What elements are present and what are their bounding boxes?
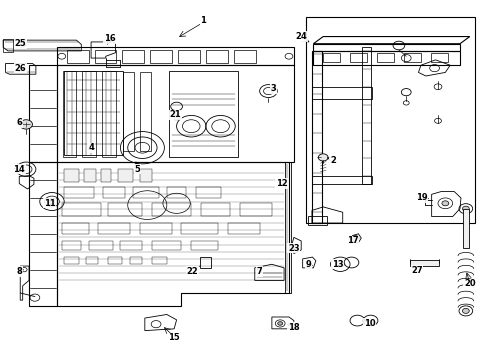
Bar xyxy=(108,257,122,264)
Bar xyxy=(89,241,113,250)
Text: 16: 16 xyxy=(104,34,116,43)
Bar xyxy=(206,50,228,63)
Bar xyxy=(410,260,440,266)
Bar xyxy=(98,223,130,234)
Bar xyxy=(64,257,79,264)
Bar xyxy=(86,257,98,264)
Text: 11: 11 xyxy=(44,199,55,208)
Text: 22: 22 xyxy=(187,267,198,276)
Text: 21: 21 xyxy=(169,110,181,119)
Bar xyxy=(169,71,238,157)
Text: 9: 9 xyxy=(306,260,311,269)
Bar xyxy=(140,72,151,151)
Bar xyxy=(63,71,76,157)
Bar xyxy=(133,187,159,198)
Text: 17: 17 xyxy=(347,237,358,246)
Text: 1: 1 xyxy=(200,16,206,25)
Bar xyxy=(167,187,186,198)
Circle shape xyxy=(278,321,283,325)
Bar xyxy=(108,203,143,216)
Bar xyxy=(285,162,291,293)
Bar xyxy=(121,241,143,250)
Bar xyxy=(201,203,230,216)
Circle shape xyxy=(20,120,32,129)
Bar xyxy=(404,53,421,62)
Bar xyxy=(62,203,101,216)
Circle shape xyxy=(442,201,449,206)
Bar xyxy=(101,169,111,182)
Text: 25: 25 xyxy=(14,39,26,48)
Bar xyxy=(122,50,145,63)
Text: 12: 12 xyxy=(276,179,288,188)
Bar xyxy=(103,187,125,198)
Bar xyxy=(3,40,13,51)
Bar xyxy=(123,72,134,151)
Bar xyxy=(350,53,367,62)
Text: 2: 2 xyxy=(330,156,336,165)
Circle shape xyxy=(463,309,469,314)
Text: 5: 5 xyxy=(135,165,141,174)
Text: 15: 15 xyxy=(168,333,180,342)
Bar xyxy=(308,216,327,225)
Text: 4: 4 xyxy=(88,143,94,152)
Bar xyxy=(200,257,211,268)
Bar xyxy=(431,53,448,62)
Text: 7: 7 xyxy=(257,267,263,276)
Bar xyxy=(152,257,167,264)
Bar xyxy=(196,187,220,198)
Bar xyxy=(377,53,394,62)
Bar xyxy=(181,223,218,234)
Bar xyxy=(240,203,272,216)
Bar xyxy=(140,223,172,234)
Bar xyxy=(62,223,89,234)
Text: 27: 27 xyxy=(411,266,423,275)
Bar xyxy=(64,71,123,155)
Bar xyxy=(130,257,143,264)
Circle shape xyxy=(336,261,344,267)
Bar xyxy=(152,241,181,250)
Bar xyxy=(64,169,79,182)
Text: 18: 18 xyxy=(288,323,300,332)
Bar xyxy=(67,50,89,63)
Text: 6: 6 xyxy=(16,118,22,127)
Bar xyxy=(234,50,256,63)
Bar xyxy=(118,169,133,182)
Circle shape xyxy=(49,199,55,204)
Bar xyxy=(84,169,96,182)
Bar xyxy=(82,71,96,157)
Text: 13: 13 xyxy=(332,260,343,269)
Bar xyxy=(323,53,340,62)
Bar xyxy=(95,50,117,63)
Bar xyxy=(102,71,116,157)
Bar xyxy=(64,187,94,198)
Text: 23: 23 xyxy=(288,244,300,253)
Bar xyxy=(228,223,260,234)
Text: 20: 20 xyxy=(464,279,476,288)
Text: 3: 3 xyxy=(270,84,276,93)
Bar xyxy=(150,50,172,63)
Bar xyxy=(463,209,469,248)
Bar xyxy=(178,50,200,63)
Bar xyxy=(152,203,191,216)
Circle shape xyxy=(318,154,328,161)
Text: 10: 10 xyxy=(364,319,375,328)
Bar xyxy=(306,17,475,223)
Text: 26: 26 xyxy=(14,64,26,73)
Text: 14: 14 xyxy=(13,165,25,174)
Text: 8: 8 xyxy=(16,267,22,276)
Bar xyxy=(191,241,218,250)
Text: 24: 24 xyxy=(296,32,308,41)
Bar xyxy=(62,241,81,250)
Bar xyxy=(140,169,152,182)
Text: 19: 19 xyxy=(416,193,428,202)
Circle shape xyxy=(463,206,469,211)
